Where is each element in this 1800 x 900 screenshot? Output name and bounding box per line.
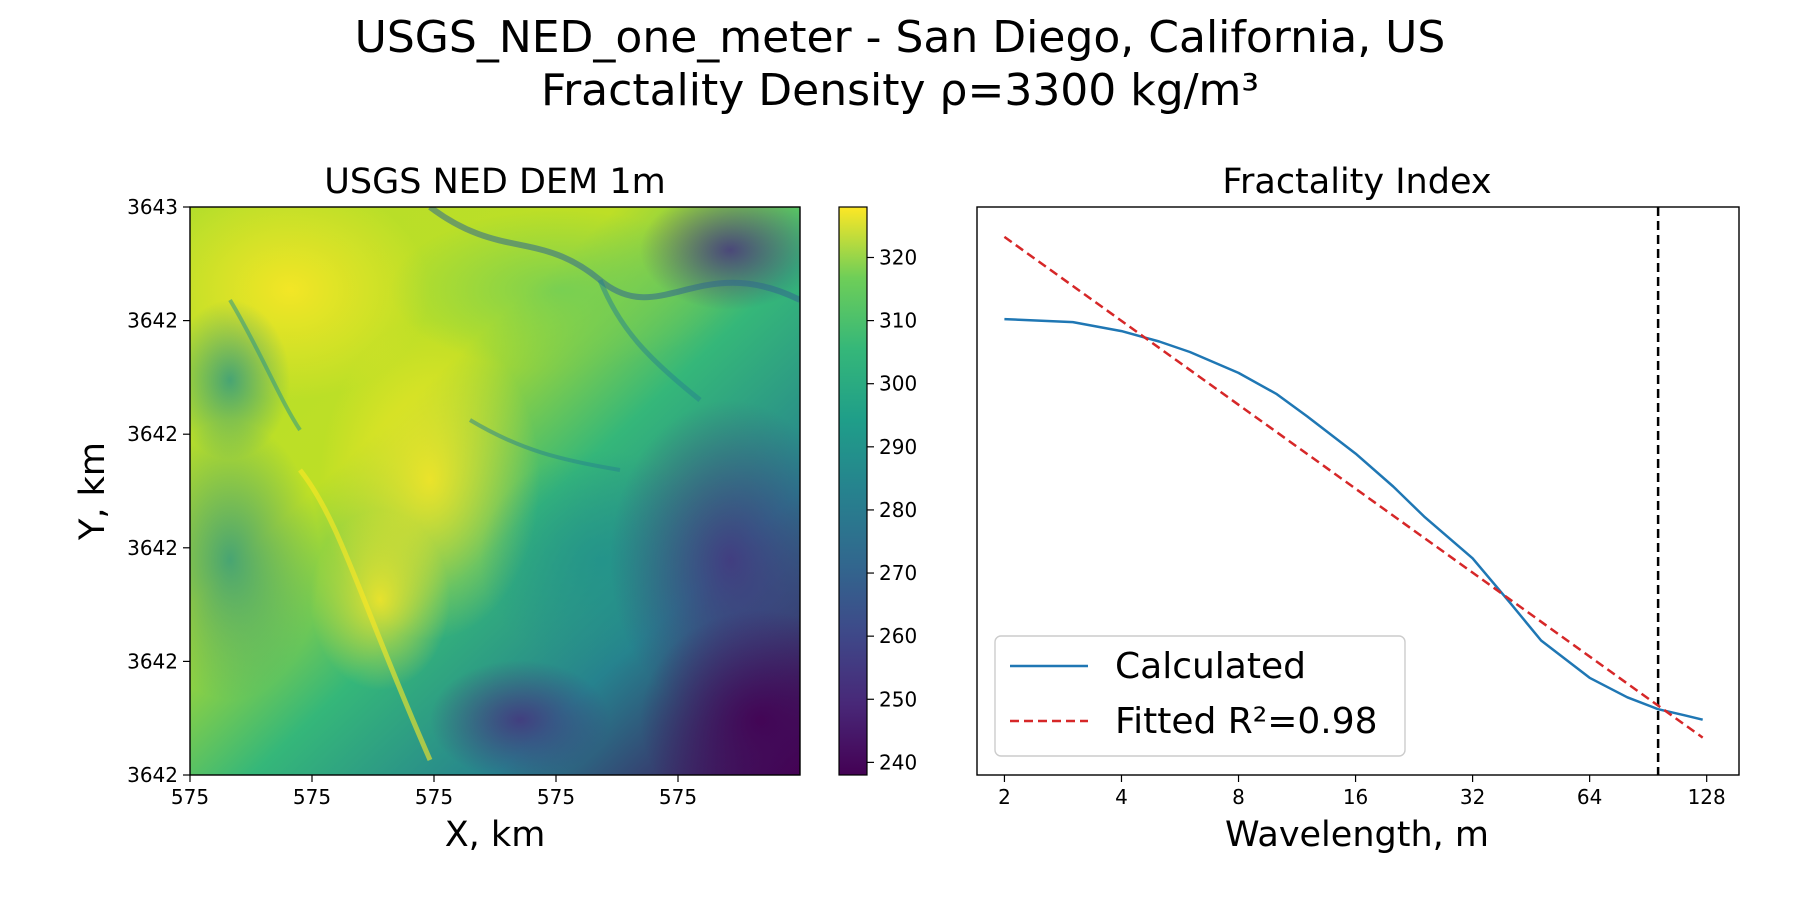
dem-title: USGS NED DEM 1m [324,162,665,202]
dem-x-tick-label: 575 [415,785,453,809]
legend: Calculated Fitted R²=0.98 [994,635,1406,757]
dem-heatmap [190,207,800,775]
dem-x-tick-label: 575 [171,785,209,809]
fractality-x-tick-label: 64 [1577,785,1602,809]
fractality-x-tick-label: 16 [1343,785,1368,809]
dem-y-tick-label: 3642 [127,309,178,333]
colorbar-tick-label: 310 [879,309,917,333]
figure-title-line1: USGS_NED_one_meter - San Diego, Californ… [355,12,1446,63]
fractality-x-tick-label: 4 [1115,785,1128,809]
colorbar [838,206,868,776]
colorbar-tick-label: 300 [879,372,917,396]
fitted-line [1003,235,1704,739]
dem-x-tick-label: 575 [537,785,575,809]
figure-title-line2: Fractality Density ρ=3300 kg/m³ [541,65,1259,116]
legend-box [994,635,1406,757]
colorbar-tick-label: 270 [879,561,917,585]
legend-calculated-label: Calculated [1115,646,1306,687]
fractality-x-tick-label: 128 [1688,785,1726,809]
dem-y-tick-label: 3642 [127,536,178,560]
dem-y-tick-label: 3642 [127,763,178,787]
fractality-x-tick-label: 8 [1232,785,1245,809]
dem-y-tick-label: 3643 [127,195,178,219]
dem-y-tick-label: 3642 [127,422,178,446]
colorbar-tick-label: 240 [879,750,917,774]
calculated-line [1004,317,1703,721]
dem-y-tick-label: 3642 [127,649,178,673]
colorbar-tick-label: 250 [879,687,917,711]
colorbar-tick-label: 280 [879,498,917,522]
colorbar-tick-label: 290 [879,435,917,459]
dem-frame [189,206,801,776]
fractality-title: Fractality Index [1222,162,1491,202]
fractality-x-tick-label: 2 [998,785,1011,809]
fractality-frame [976,206,1740,776]
dem-ylabel: Y, km [73,442,113,541]
dem-x-tick-label: 575 [659,785,697,809]
colorbar-tick-label: 260 [879,624,917,648]
dem-xlabel: X, km [445,815,546,855]
fractality-xlabel: Wavelength, m [1225,815,1489,855]
colorbar-tick-label: 320 [879,245,917,269]
dem-x-tick-label: 575 [293,785,331,809]
fractality-x-tick-label: 32 [1460,785,1485,809]
legend-fitted-label: Fitted R²=0.98 [1115,701,1378,742]
